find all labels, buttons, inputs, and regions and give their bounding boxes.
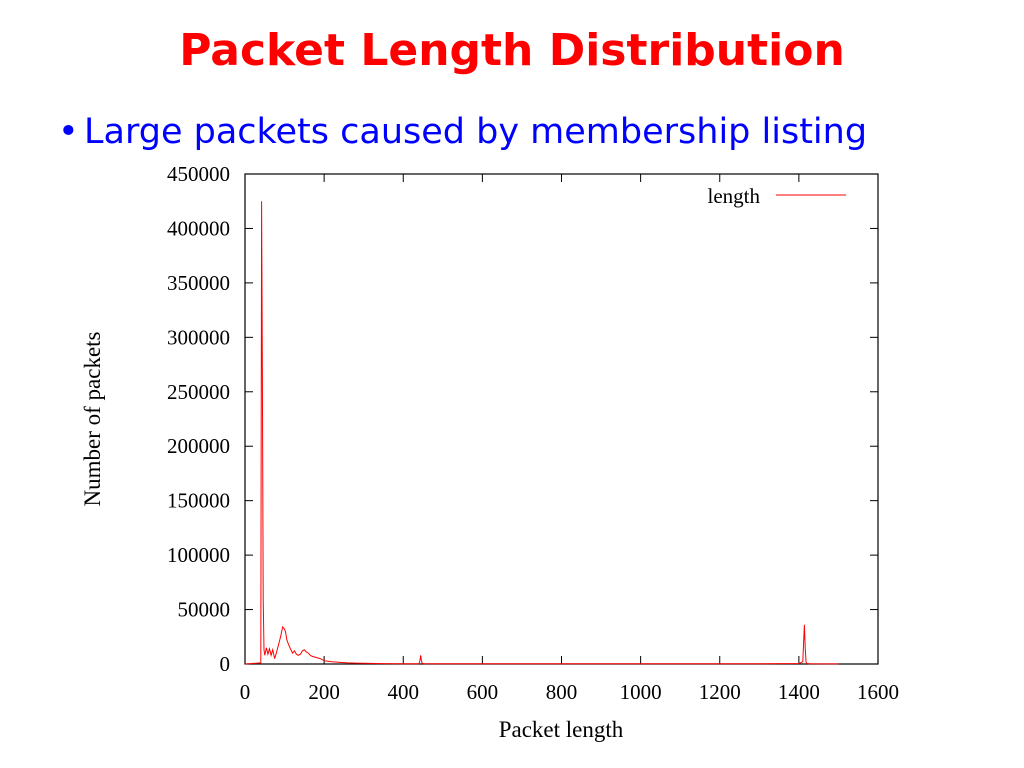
x-axis-title: Packet length xyxy=(499,717,624,742)
y-tick-label: 250000 xyxy=(167,380,230,404)
y-tick-label: 350000 xyxy=(167,271,230,295)
y-tick-label: 300000 xyxy=(167,325,230,349)
x-tick-label: 0 xyxy=(240,680,251,704)
x-tick-label: 400 xyxy=(388,680,420,704)
bullet-item: • Large packets caused by membership list… xyxy=(58,106,867,158)
slide-title: Packet Length Distribution xyxy=(179,25,845,76)
x-tick-label: 800 xyxy=(546,680,578,704)
x-tick-label: 200 xyxy=(308,680,340,704)
y-tick-label: 400000 xyxy=(167,216,230,240)
y-tick-label: 100000 xyxy=(167,543,230,567)
x-axis-ticks: 0 200 400 600 800 1000 1200 1400 1600 xyxy=(240,174,899,704)
y-tick-label: 200000 xyxy=(167,434,230,458)
bullet-text: Large packets caused by membership listi… xyxy=(84,112,868,152)
series-line-length xyxy=(244,201,839,665)
x-tick-label: 1400 xyxy=(778,680,820,704)
plot-frame xyxy=(244,173,879,665)
x-tick-label: 1200 xyxy=(699,680,741,704)
bullet-symbol: • xyxy=(58,112,79,152)
x-tick-label: 600 xyxy=(467,680,499,704)
y-tick-label: 150000 xyxy=(167,489,230,513)
y-axis-ticks: 0 50000 100000 150000 200000 250000 300000 3500… xyxy=(167,162,878,676)
y-axis-title: Number of packets xyxy=(80,331,105,506)
y-tick-label: 450000 xyxy=(167,162,230,186)
y-tick-label: 0 xyxy=(220,652,231,676)
x-tick-label: 1600 xyxy=(857,680,899,704)
y-tick-label: 50000 xyxy=(178,598,231,622)
legend-label: length xyxy=(708,184,761,208)
x-tick-label: 1000 xyxy=(620,680,662,704)
